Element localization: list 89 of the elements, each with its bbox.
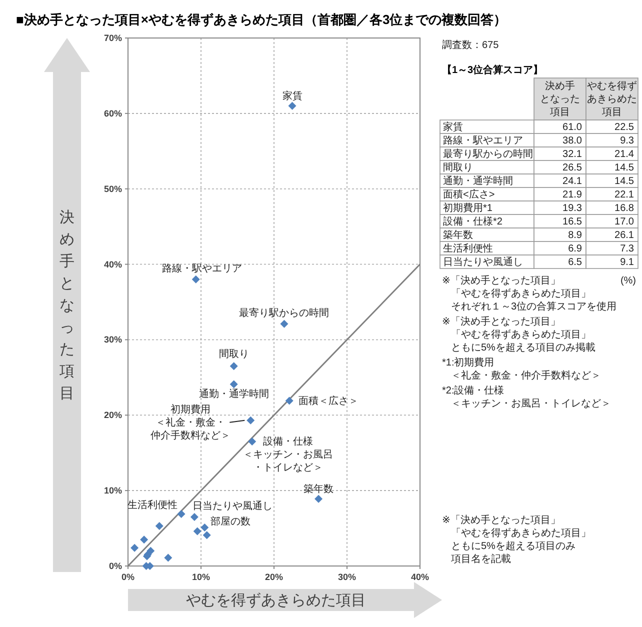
y-tick-label: 70%	[104, 33, 122, 43]
point	[193, 527, 202, 536]
point	[246, 416, 255, 424]
data-label: 22.1	[614, 188, 634, 200]
point	[230, 380, 238, 388]
data-label: 24.1	[562, 175, 582, 186]
category-label: 間取り	[443, 162, 473, 173]
data-label: 21.9	[562, 188, 582, 200]
data-label: 9.1	[620, 256, 634, 268]
text: ※「決め手となった項目」「やむを得ずあきらめた項目」ともに5%を超える項目のみ掲載	[442, 315, 596, 353]
text: (%)	[620, 275, 636, 286]
annotation: 通勤・通学時間	[198, 388, 269, 400]
x-tick-label: 30%	[338, 572, 356, 582]
text: 調査数：675	[442, 38, 500, 50]
x-tick-label: 0%	[121, 572, 135, 582]
y-tick-label: 50%	[104, 184, 122, 194]
annotation: 初期費用＜礼金・敷金・仲介手数料など＞	[150, 402, 231, 441]
point	[200, 524, 209, 532]
point	[314, 494, 323, 503]
y-tick-label: 0%	[108, 561, 122, 571]
point	[130, 544, 139, 552]
annotation: 家賃	[282, 89, 302, 102]
x-tick-label: 20%	[264, 572, 284, 582]
text: ※「決め手となった項目」「やむを得ずあきらめた項目」ともに5%を超える項目のみ項目名を記載	[442, 514, 591, 564]
data-label: 21.4	[614, 148, 634, 160]
point	[177, 510, 186, 518]
data-label: 14.5	[614, 175, 634, 186]
point	[164, 554, 172, 562]
category-label: 面積<広さ>	[443, 188, 495, 200]
data-label: 32.1	[562, 148, 582, 160]
x-tick-label: 10%	[192, 572, 210, 582]
data-label: 19.3	[562, 202, 582, 214]
point	[230, 362, 238, 370]
annotation: 部屋の数	[210, 515, 251, 528]
data-label: 22.5	[614, 121, 634, 132]
data-label: 14.5	[614, 162, 634, 173]
point	[140, 536, 148, 544]
chart-title: ■決め手となった項目×やむを得ずあきらめた項目（首都圏／各3位までの複数回答）	[16, 12, 507, 26]
category-label: 築年数	[443, 228, 473, 240]
y-tick-label: 40%	[104, 259, 122, 270]
point	[202, 531, 211, 540]
data-label: 8.9	[568, 229, 582, 240]
y-tick-label: 10%	[104, 486, 122, 496]
category-label: 家賃	[443, 120, 463, 132]
text: *1:初期費用＜礼金・敷金・仲介手数料など＞	[442, 356, 601, 381]
text: ※「決め手となった項目」「やむを得ずあきらめた項目」それぞれ１～3位の合算スコアを使用	[442, 274, 617, 312]
data-label: 17.0	[614, 216, 634, 227]
data-label: 38.0	[562, 134, 582, 146]
point	[280, 320, 288, 328]
annotation: 路線・駅やエリア	[162, 262, 242, 274]
annotation: 生活利便性	[127, 498, 178, 510]
data-label: 7.3	[620, 242, 634, 254]
text: 決め手となった項目	[60, 208, 74, 402]
point	[248, 438, 256, 446]
category-label: 生活利便性	[443, 242, 493, 254]
data-label: 6.5	[568, 256, 582, 268]
annotation: 間取り	[218, 348, 249, 360]
category-label: 通勤・通学時間	[443, 174, 513, 186]
category-label: 路線・駅やエリア	[443, 134, 523, 146]
data-label: 9.3	[620, 134, 634, 146]
annotation: 設備・仕様＜キッチン・お風呂・トイレなど＞	[243, 435, 334, 474]
point	[192, 275, 200, 284]
category-label: 設備・仕様*2	[443, 214, 503, 227]
series-label: やむを得ずあきらめた項目	[587, 80, 637, 118]
y-tick-label: 20%	[104, 410, 122, 420]
category-label: 最寄り駅からの時間	[443, 147, 533, 160]
data-label: 16.5	[562, 216, 582, 227]
series-label: 決め手となった項目	[540, 80, 580, 118]
category-label: 日当たりや風通し	[443, 255, 523, 268]
x-tick-label: 40%	[410, 572, 430, 582]
annotation: 築年数	[304, 482, 334, 494]
data-label: 26.5	[562, 162, 582, 173]
annotation: 最寄り駅からの時間	[239, 306, 330, 318]
point	[155, 522, 164, 530]
point	[190, 512, 198, 521]
x-axis-title: やむを得ずあきらめた項目	[186, 592, 366, 608]
text: 【1～3位合算スコア】	[442, 64, 544, 76]
data-label: 16.8	[614, 202, 634, 214]
data-label: 6.9	[568, 242, 582, 254]
y-tick-label: 60%	[104, 108, 122, 118]
point	[288, 102, 296, 110]
data-label: 26.1	[614, 229, 634, 240]
category-label: 初期費用*1	[443, 201, 493, 214]
annotation: 面積＜広さ＞	[298, 394, 358, 406]
text: *2:設備・仕様＜キッチン・お風呂・トイレなど＞	[442, 384, 611, 409]
y-tick-label: 30%	[104, 334, 122, 345]
point	[285, 396, 294, 405]
data-label: 61.0	[562, 121, 582, 132]
annotation: 日当たりや風通し	[192, 499, 272, 512]
